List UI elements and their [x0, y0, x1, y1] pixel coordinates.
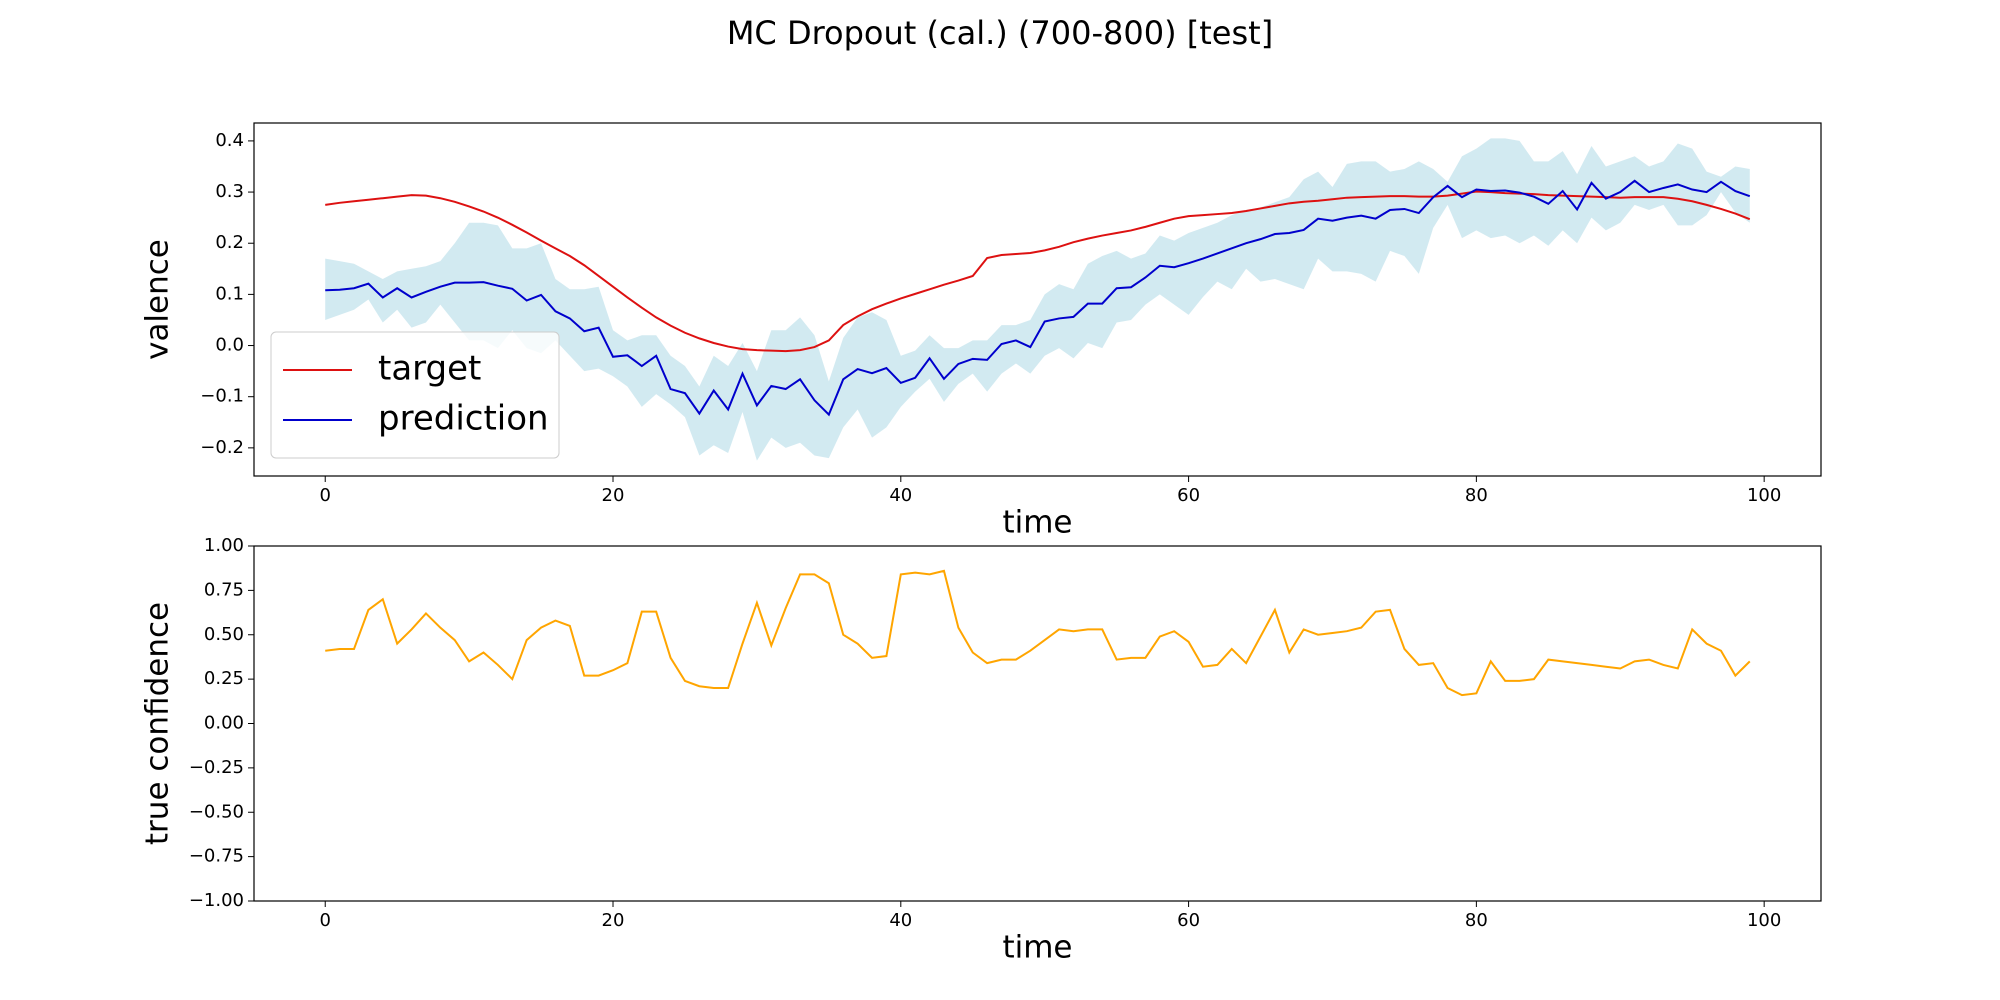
x-tick-label: 40 [889, 485, 912, 506]
x-tick-label: 60 [1177, 910, 1200, 931]
y-tick-label: 0.50 [204, 624, 244, 645]
x-tick-label: 20 [602, 910, 625, 931]
x-tick-label: 60 [1177, 485, 1200, 506]
x-axis-label: time [1002, 930, 1072, 966]
figure-title: MC Dropout (cal.) (700-800) [test] [727, 14, 1273, 52]
uncertainty-band [325, 138, 1750, 461]
y-tick-label: 0.4 [215, 130, 244, 151]
x-axis-label: time [1002, 505, 1072, 541]
series-line [325, 569, 1751, 697]
y-tick-label: −0.25 [189, 757, 244, 778]
y-tick-label: 0.3 [215, 181, 244, 202]
y-tick-label: 0.75 [204, 579, 244, 600]
y-tick-label: −0.1 [200, 386, 244, 407]
y-tick-label: −0.50 [189, 801, 244, 822]
legend-box [270, 331, 560, 459]
y-tick-label: −0.75 [189, 846, 244, 867]
x-tick-label: 100 [1747, 485, 1781, 506]
y-tick-label: 0.25 [204, 668, 244, 689]
y-tick-label: −0.2 [200, 437, 244, 458]
x-tick-label: 80 [1465, 910, 1488, 931]
x-tick-label: 20 [602, 485, 625, 506]
legend-label: target [378, 349, 481, 389]
y-axis-label: valence [140, 239, 176, 360]
y-axis-label: true confidence [140, 602, 176, 845]
x-tick-label: 100 [1747, 910, 1781, 931]
axes-frame [253, 545, 1822, 902]
x-tick-label: 40 [889, 910, 912, 931]
y-tick-label: 0.2 [215, 232, 244, 253]
y-tick-label: 0.1 [215, 283, 244, 304]
x-tick-label: 0 [320, 485, 331, 506]
y-tick-label: 1.00 [204, 535, 244, 556]
series-line [325, 179, 1751, 417]
x-tick-label: 80 [1465, 485, 1488, 506]
axes-frame [253, 122, 1822, 477]
y-tick-label: −1.00 [189, 890, 244, 911]
x-tick-label: 0 [320, 910, 331, 931]
y-tick-label: 0.00 [204, 713, 244, 734]
series-line [325, 190, 1751, 353]
legend-label: prediction [378, 399, 549, 439]
y-tick-label: 0.0 [215, 335, 244, 356]
